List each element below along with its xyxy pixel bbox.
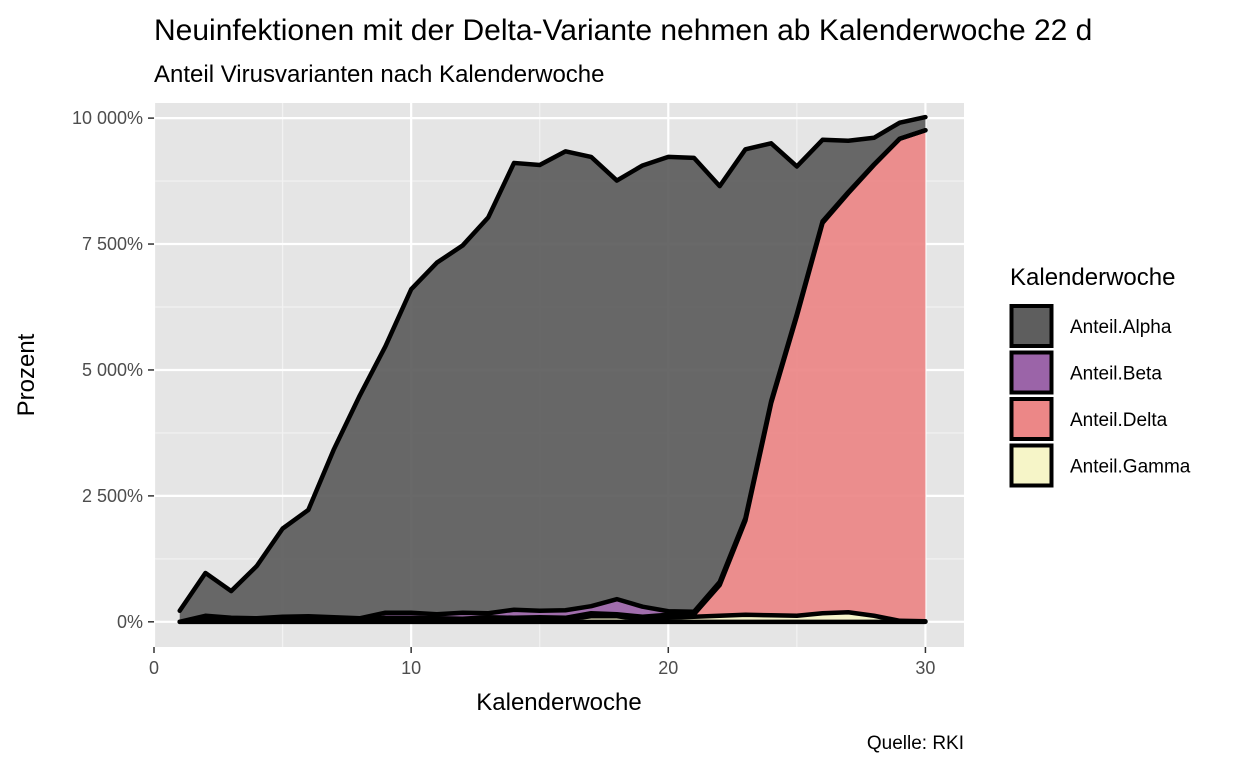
y-axis-ticks: 0% 2 500% 5 000% 7 500% 10 000%	[72, 108, 154, 632]
area-anteil-gamma	[179, 612, 926, 622]
line-anteil-alpha	[177, 114, 928, 613]
legend-swatch	[1009, 443, 1054, 488]
x-tick-label: 20	[658, 658, 678, 678]
area-layers	[179, 117, 926, 622]
y-tick-label: 2 500%	[82, 486, 143, 506]
chart-title: Neuinfektionen mit der Delta-Variante ne…	[154, 14, 1092, 47]
x-tick-label: 10	[401, 658, 421, 678]
y-tick-label: 0%	[117, 612, 143, 632]
y-tick-label: 10 000%	[72, 108, 143, 128]
chart-subtitle: Anteil Virusvarianten nach Kalenderwoche	[154, 61, 605, 88]
area-anteil-delta	[179, 130, 926, 622]
legend: Anteil.Alpha Anteil.Beta Anteil.Delta Antei…	[1009, 304, 1191, 488]
x-tick-label: 0	[149, 658, 159, 678]
legend-title: Kalenderwoche	[1010, 264, 1175, 291]
area-outlines	[177, 114, 928, 625]
legend-label: Anteil.Gamma	[1070, 457, 1191, 478]
legend-label: Anteil.Delta	[1070, 410, 1168, 431]
legend-swatch	[1009, 304, 1054, 348]
x-tick-label: 30	[915, 658, 935, 678]
y-tick-label: 5 000%	[82, 360, 143, 380]
y-axis-title: Prozent	[13, 333, 40, 416]
x-axis-title: Kalenderwoche	[476, 689, 641, 716]
x-axis-ticks: 0 10 20 30	[149, 647, 935, 678]
legend-swatch	[1009, 350, 1054, 395]
y-tick-label: 7 500%	[82, 234, 143, 254]
legend-label: Anteil.Beta	[1070, 364, 1162, 385]
legend-label: Anteil.Alpha	[1070, 317, 1172, 338]
line-anteil-gamma	[177, 609, 928, 625]
legend-swatch	[1009, 397, 1054, 441]
area-anteil-alpha	[179, 117, 926, 622]
chart-caption: Quelle: RKI	[867, 733, 964, 754]
